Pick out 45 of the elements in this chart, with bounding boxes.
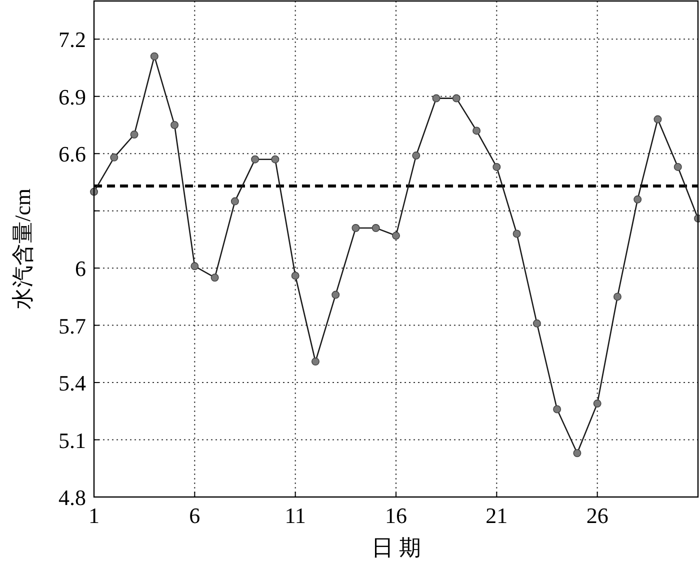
point (372, 224, 380, 232)
x-tick-label: 6 (189, 503, 200, 528)
x-axis-title: 日 期 (371, 535, 421, 560)
x-tick-label: 26 (586, 503, 608, 528)
point (190, 262, 199, 270)
point (311, 358, 320, 366)
point (352, 224, 360, 232)
y-tick-label: 7.2 (58, 27, 86, 52)
point (573, 449, 582, 458)
point (654, 115, 662, 124)
y-tick-label: 5.1 (58, 428, 86, 453)
y-tick-label: 6.9 (58, 84, 86, 110)
point (553, 405, 562, 414)
point (512, 230, 521, 238)
point (251, 155, 260, 164)
point (472, 126, 481, 135)
point (613, 292, 622, 301)
x-tick-label: 11 (284, 503, 306, 528)
y-axis-title: 水汽含量/cm (10, 188, 35, 310)
point (230, 197, 239, 206)
point (271, 155, 280, 164)
point (593, 400, 602, 408)
point (170, 121, 179, 129)
y-tick-label: 6 (75, 256, 86, 282)
point (674, 162, 682, 171)
x-tick-label: 1 (88, 503, 100, 528)
point (291, 272, 300, 280)
point (412, 152, 420, 160)
point (332, 290, 340, 299)
point (432, 94, 440, 102)
x-tick-label: 21 (486, 503, 508, 528)
point (532, 319, 541, 328)
point (492, 162, 501, 171)
y-tick-label: 4.8 (58, 485, 86, 510)
y-tick-label: 6.6 (58, 142, 86, 167)
point (452, 94, 460, 102)
y-tick-label: 5.4 (58, 370, 86, 396)
point (210, 274, 219, 282)
point (150, 52, 158, 60)
point (634, 195, 642, 204)
point (110, 153, 118, 162)
x-tick-label: 16 (385, 503, 407, 528)
y-tick-label: 5.7 (58, 313, 86, 338)
point (130, 130, 138, 139)
point (392, 232, 400, 240)
